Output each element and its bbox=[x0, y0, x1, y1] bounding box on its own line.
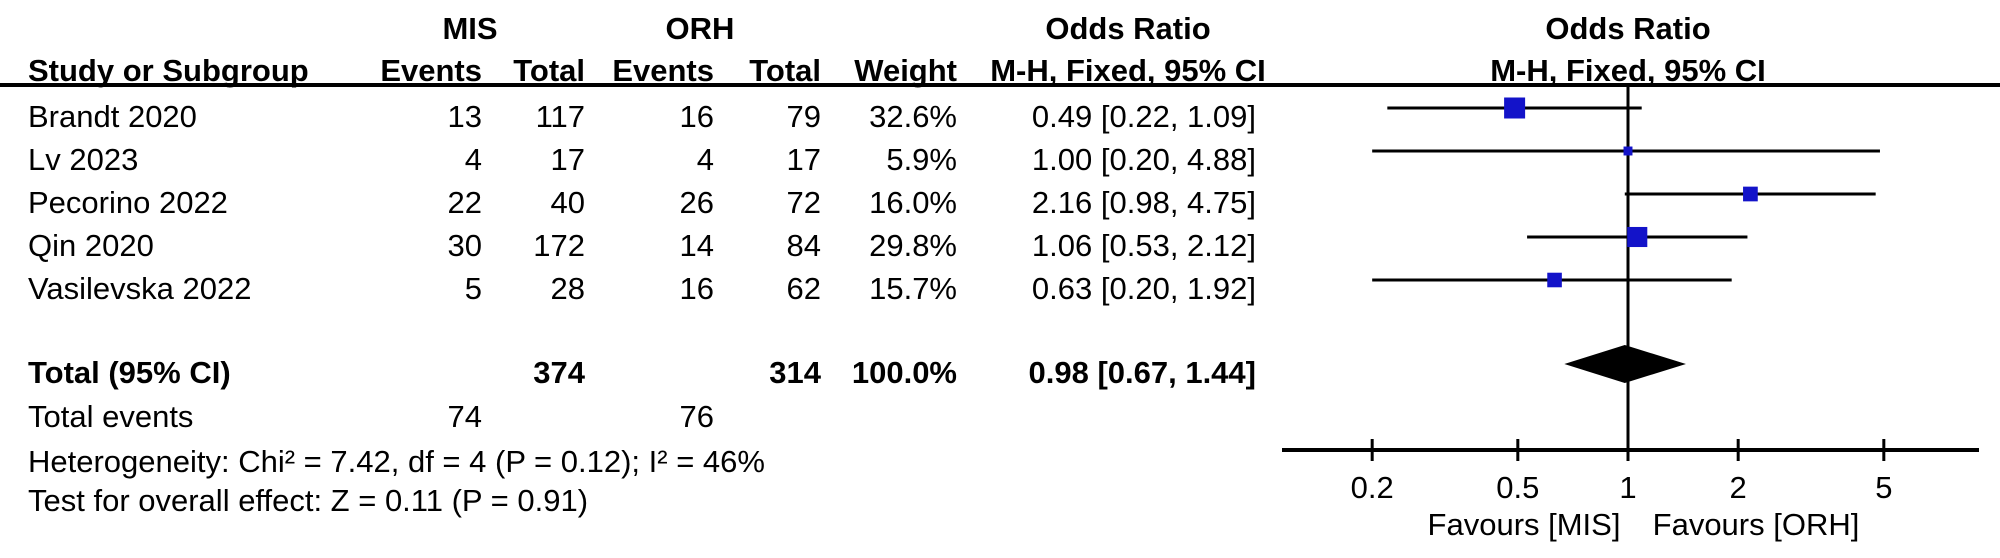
study-column-header: Study or Subgroup bbox=[28, 53, 309, 88]
mis-total: 172 bbox=[533, 228, 585, 263]
or-ci-text: 2.16 [0.98, 4.75] bbox=[1031, 185, 1256, 220]
overall-effect-text: Test for overall effect: Z = 0.11 (P = 0… bbox=[28, 483, 589, 518]
favours-left-label: Favours [MIS] bbox=[1428, 507, 1621, 542]
weight: 29.8% bbox=[869, 228, 957, 263]
orh-total-header: Total bbox=[749, 53, 821, 88]
total-orh-total: 314 bbox=[769, 355, 821, 390]
orh-total: 84 bbox=[786, 228, 821, 263]
study-name: Pecorino 2022 bbox=[28, 185, 228, 220]
orh-events: 16 bbox=[679, 99, 714, 134]
study-name: Brandt 2020 bbox=[28, 99, 197, 134]
mis-events: 30 bbox=[447, 228, 482, 263]
study-row: Brandt 2020 13 117 16 79 32.6% 0.49 [0.22, 1.0… bbox=[0, 96, 2000, 138]
or-ci-text: 1.00 [0.20, 4.88] bbox=[1031, 142, 1256, 177]
orh-events: 16 bbox=[679, 271, 714, 306]
mis-total: 40 bbox=[550, 185, 585, 220]
orh-events: 14 bbox=[679, 228, 714, 263]
orh-total: 72 bbox=[786, 185, 821, 220]
study-name: Vasilevska 2022 bbox=[28, 271, 252, 306]
axis-tick-label: 0.5 bbox=[1496, 470, 1539, 505]
total-diamond bbox=[1564, 345, 1686, 383]
orh-events: 26 bbox=[679, 185, 714, 220]
mis-events-header: Events bbox=[380, 53, 482, 88]
total-label: Total (95% CI) bbox=[28, 355, 231, 390]
study-name: Qin 2020 bbox=[28, 228, 154, 263]
or-ci-text: 0.63 [0.20, 1.92] bbox=[1031, 271, 1256, 306]
heterogeneity-row: Heterogeneity: Chi² = 7.42, df = 4 (P = … bbox=[0, 441, 2000, 483]
axis-tick-label: 2 bbox=[1730, 470, 1747, 505]
study-row: Lv 2023 4 17 4 17 5.9% 1.00 [0.20, 4.88] bbox=[0, 139, 2000, 181]
or-method-column-header: M-H, Fixed, 95% CI bbox=[990, 53, 1266, 88]
mis-total: 117 bbox=[535, 99, 585, 134]
total-events-mis: 74 bbox=[447, 399, 482, 434]
orh-events-header: Events bbox=[612, 53, 714, 88]
or-ci-text: 1.06 [0.53, 2.12] bbox=[1031, 228, 1256, 263]
total-mis-total: 374 bbox=[533, 355, 585, 390]
or-ci-text: 0.49 [0.22, 1.09] bbox=[1031, 99, 1256, 134]
mis-events: 5 bbox=[464, 271, 482, 306]
orh-total: 62 bbox=[786, 271, 821, 306]
axis-tick-label: 0.2 bbox=[1351, 470, 1394, 505]
study-name: Lv 2023 bbox=[28, 142, 139, 177]
mis-events: 4 bbox=[464, 142, 482, 177]
effect-square bbox=[1504, 97, 1526, 119]
effect-square bbox=[1627, 226, 1648, 248]
effect-square bbox=[1623, 146, 1633, 156]
weight: 16.0% bbox=[869, 185, 957, 220]
overall-effect-row: Test for overall effect: Z = 0.11 (P = 0… bbox=[0, 480, 2000, 522]
axis-tick-label: 5 bbox=[1875, 470, 1892, 505]
effect-square bbox=[1547, 272, 1562, 288]
odds-ratio-column-title: Odds Ratio bbox=[1045, 11, 1211, 46]
mis-total: 17 bbox=[550, 142, 585, 177]
mis-total: 28 bbox=[550, 271, 585, 306]
weight-header: Weight bbox=[854, 53, 957, 88]
heterogeneity-text: Heterogeneity: Chi² = 7.42, df = 4 (P = … bbox=[28, 444, 765, 479]
favours-right-label: Favours [ORH] bbox=[1653, 507, 1860, 542]
total-row: Total (95% CI) 374 314 100.0% 0.98 [0.67, 1.… bbox=[0, 352, 2000, 394]
weight: 5.9% bbox=[886, 142, 957, 177]
mis-events: 13 bbox=[447, 99, 482, 134]
or-method-plot-header: M-H, Fixed, 95% CI bbox=[1490, 53, 1766, 88]
total-events-row: Total events 74 76 bbox=[0, 396, 2000, 438]
weight: 15.7% bbox=[869, 271, 957, 306]
group-header-mis: MIS bbox=[442, 11, 498, 46]
weight: 32.6% bbox=[869, 99, 957, 134]
mis-events: 22 bbox=[447, 185, 482, 220]
study-row: Vasilevska 2022 5 28 16 62 15.7% 0.63 [0.20, 1… bbox=[0, 268, 2000, 310]
axis-tick-label: 1 bbox=[1619, 470, 1636, 505]
study-row: Qin 2020 30 172 14 84 29.8% 1.06 [0.53, 2.12] bbox=[0, 225, 2000, 267]
mis-total-header: Total bbox=[513, 53, 585, 88]
total-weight: 100.0% bbox=[851, 355, 957, 390]
total-events-orh: 76 bbox=[679, 399, 714, 434]
orh-total: 17 bbox=[786, 142, 821, 177]
effect-square bbox=[1743, 186, 1758, 202]
total-or-text: 0.98 [0.67, 1.44] bbox=[1028, 355, 1257, 390]
odds-ratio-plot-title: Odds Ratio bbox=[1545, 11, 1711, 46]
group-header-orh: ORH bbox=[665, 11, 735, 46]
study-row: Pecorino 2022 22 40 26 72 16.0% 2.16 [0.98, 4.… bbox=[0, 182, 2000, 224]
orh-total: 79 bbox=[786, 99, 821, 134]
total-events-label: Total events bbox=[28, 399, 194, 434]
orh-events: 4 bbox=[696, 142, 714, 177]
